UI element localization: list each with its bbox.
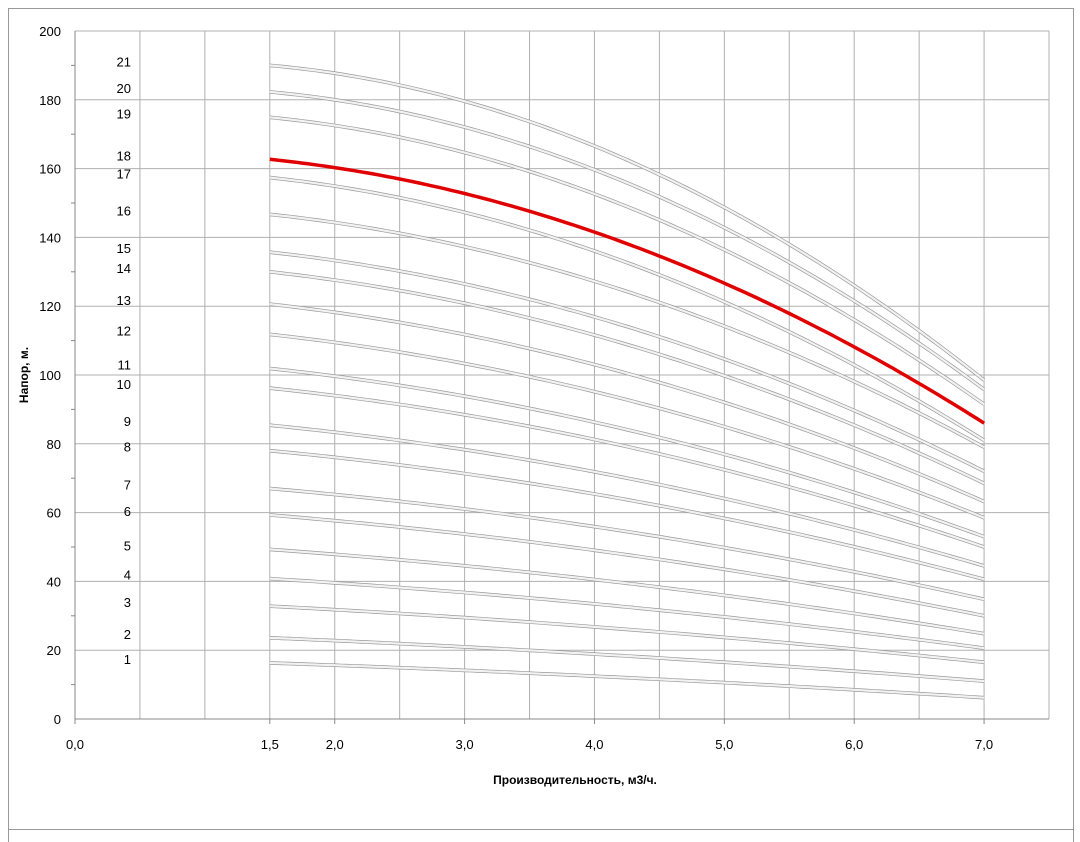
x-tick-label: 4,0: [585, 737, 603, 752]
curve-label-5: 5: [124, 538, 131, 553]
series-line-2-outline: [269, 636, 985, 683]
curve-label-11: 11: [118, 357, 132, 372]
series-line-17: [269, 176, 985, 442]
curve-label-15: 15: [117, 241, 131, 256]
series-line-14: [269, 270, 985, 485]
curve-label-12: 12: [117, 323, 131, 338]
curve-label-21: 21: [117, 54, 131, 69]
y-tick-label: 160: [39, 162, 61, 177]
y-tick-label: 200: [39, 24, 61, 39]
series-line-18: [269, 157, 986, 425]
curve-label-16: 16: [117, 203, 131, 218]
y-tick-label: 80: [47, 437, 61, 452]
series-line-21: [269, 64, 985, 382]
series-line-13: [269, 303, 985, 503]
curve-label-13: 13: [117, 293, 131, 308]
curve-label-3: 3: [124, 595, 131, 610]
series-line-16-outline: [269, 212, 985, 449]
curve-label-14: 14: [117, 261, 131, 276]
curve-label-2: 2: [124, 627, 131, 642]
x-tick-label: 0,0: [66, 737, 84, 752]
series-line-6: [269, 513, 985, 617]
curve-label-6: 6: [124, 504, 131, 519]
curve-label-17: 17: [117, 167, 131, 182]
series-line-11: [269, 367, 985, 538]
curve-label-20: 20: [117, 81, 131, 96]
series-line-10: [269, 387, 985, 549]
x-tick-label: 1,5: [261, 737, 279, 752]
chart-bottom-strip: [8, 830, 1074, 842]
curve-label-9: 9: [124, 414, 131, 429]
axes: [74, 31, 1049, 720]
curve-label-8: 8: [124, 440, 131, 455]
curve-label-18: 18: [117, 148, 131, 163]
y-tick-label: 140: [39, 230, 61, 245]
series-line-1: [269, 661, 985, 699]
x-axis-title: Производительность, м3/ч.: [493, 773, 657, 787]
series-line-3: [269, 605, 985, 664]
series-line-20: [269, 90, 985, 391]
y-tick-label: 0: [54, 712, 61, 727]
x-tick-label: 7,0: [975, 737, 993, 752]
x-tick-label: 2,0: [326, 737, 344, 752]
y-tick-label: 20: [47, 643, 61, 658]
x-tick-label: 5,0: [715, 737, 733, 752]
series-line-15: [269, 251, 985, 473]
curve-label-1: 1: [124, 652, 131, 667]
y-tick-label: 100: [39, 368, 61, 383]
series-line-9: [269, 424, 985, 567]
series-line-16: [269, 213, 985, 449]
series-line-7: [269, 487, 985, 601]
curve-label-7: 7: [124, 478, 131, 493]
series-lines: [269, 63, 986, 700]
series-line-4: [269, 577, 985, 650]
y-tick-label: 120: [39, 299, 61, 314]
curve-label-10: 10: [117, 377, 131, 392]
y-axis-title: Напор, м.: [17, 347, 31, 403]
curve-label-4: 4: [124, 568, 131, 583]
series-line-5: [269, 548, 985, 635]
y-tick-label: 60: [47, 506, 61, 521]
series-line-12: [269, 333, 985, 519]
series-line-2: [269, 636, 985, 683]
y-tick-label: 40: [47, 574, 61, 589]
curve-label-19: 19: [117, 106, 131, 121]
series-line-8-outline: [269, 448, 985, 582]
series-line-12-outline: [269, 332, 985, 520]
series-line-8: [269, 449, 985, 581]
series-line-5-outline: [269, 547, 985, 636]
series-line-1-outline: [269, 661, 985, 700]
x-tick-label: 3,0: [456, 737, 474, 752]
series-line-19: [269, 116, 985, 406]
x-tick-label: 6,0: [845, 737, 863, 752]
y-tick-label: 180: [39, 93, 61, 108]
